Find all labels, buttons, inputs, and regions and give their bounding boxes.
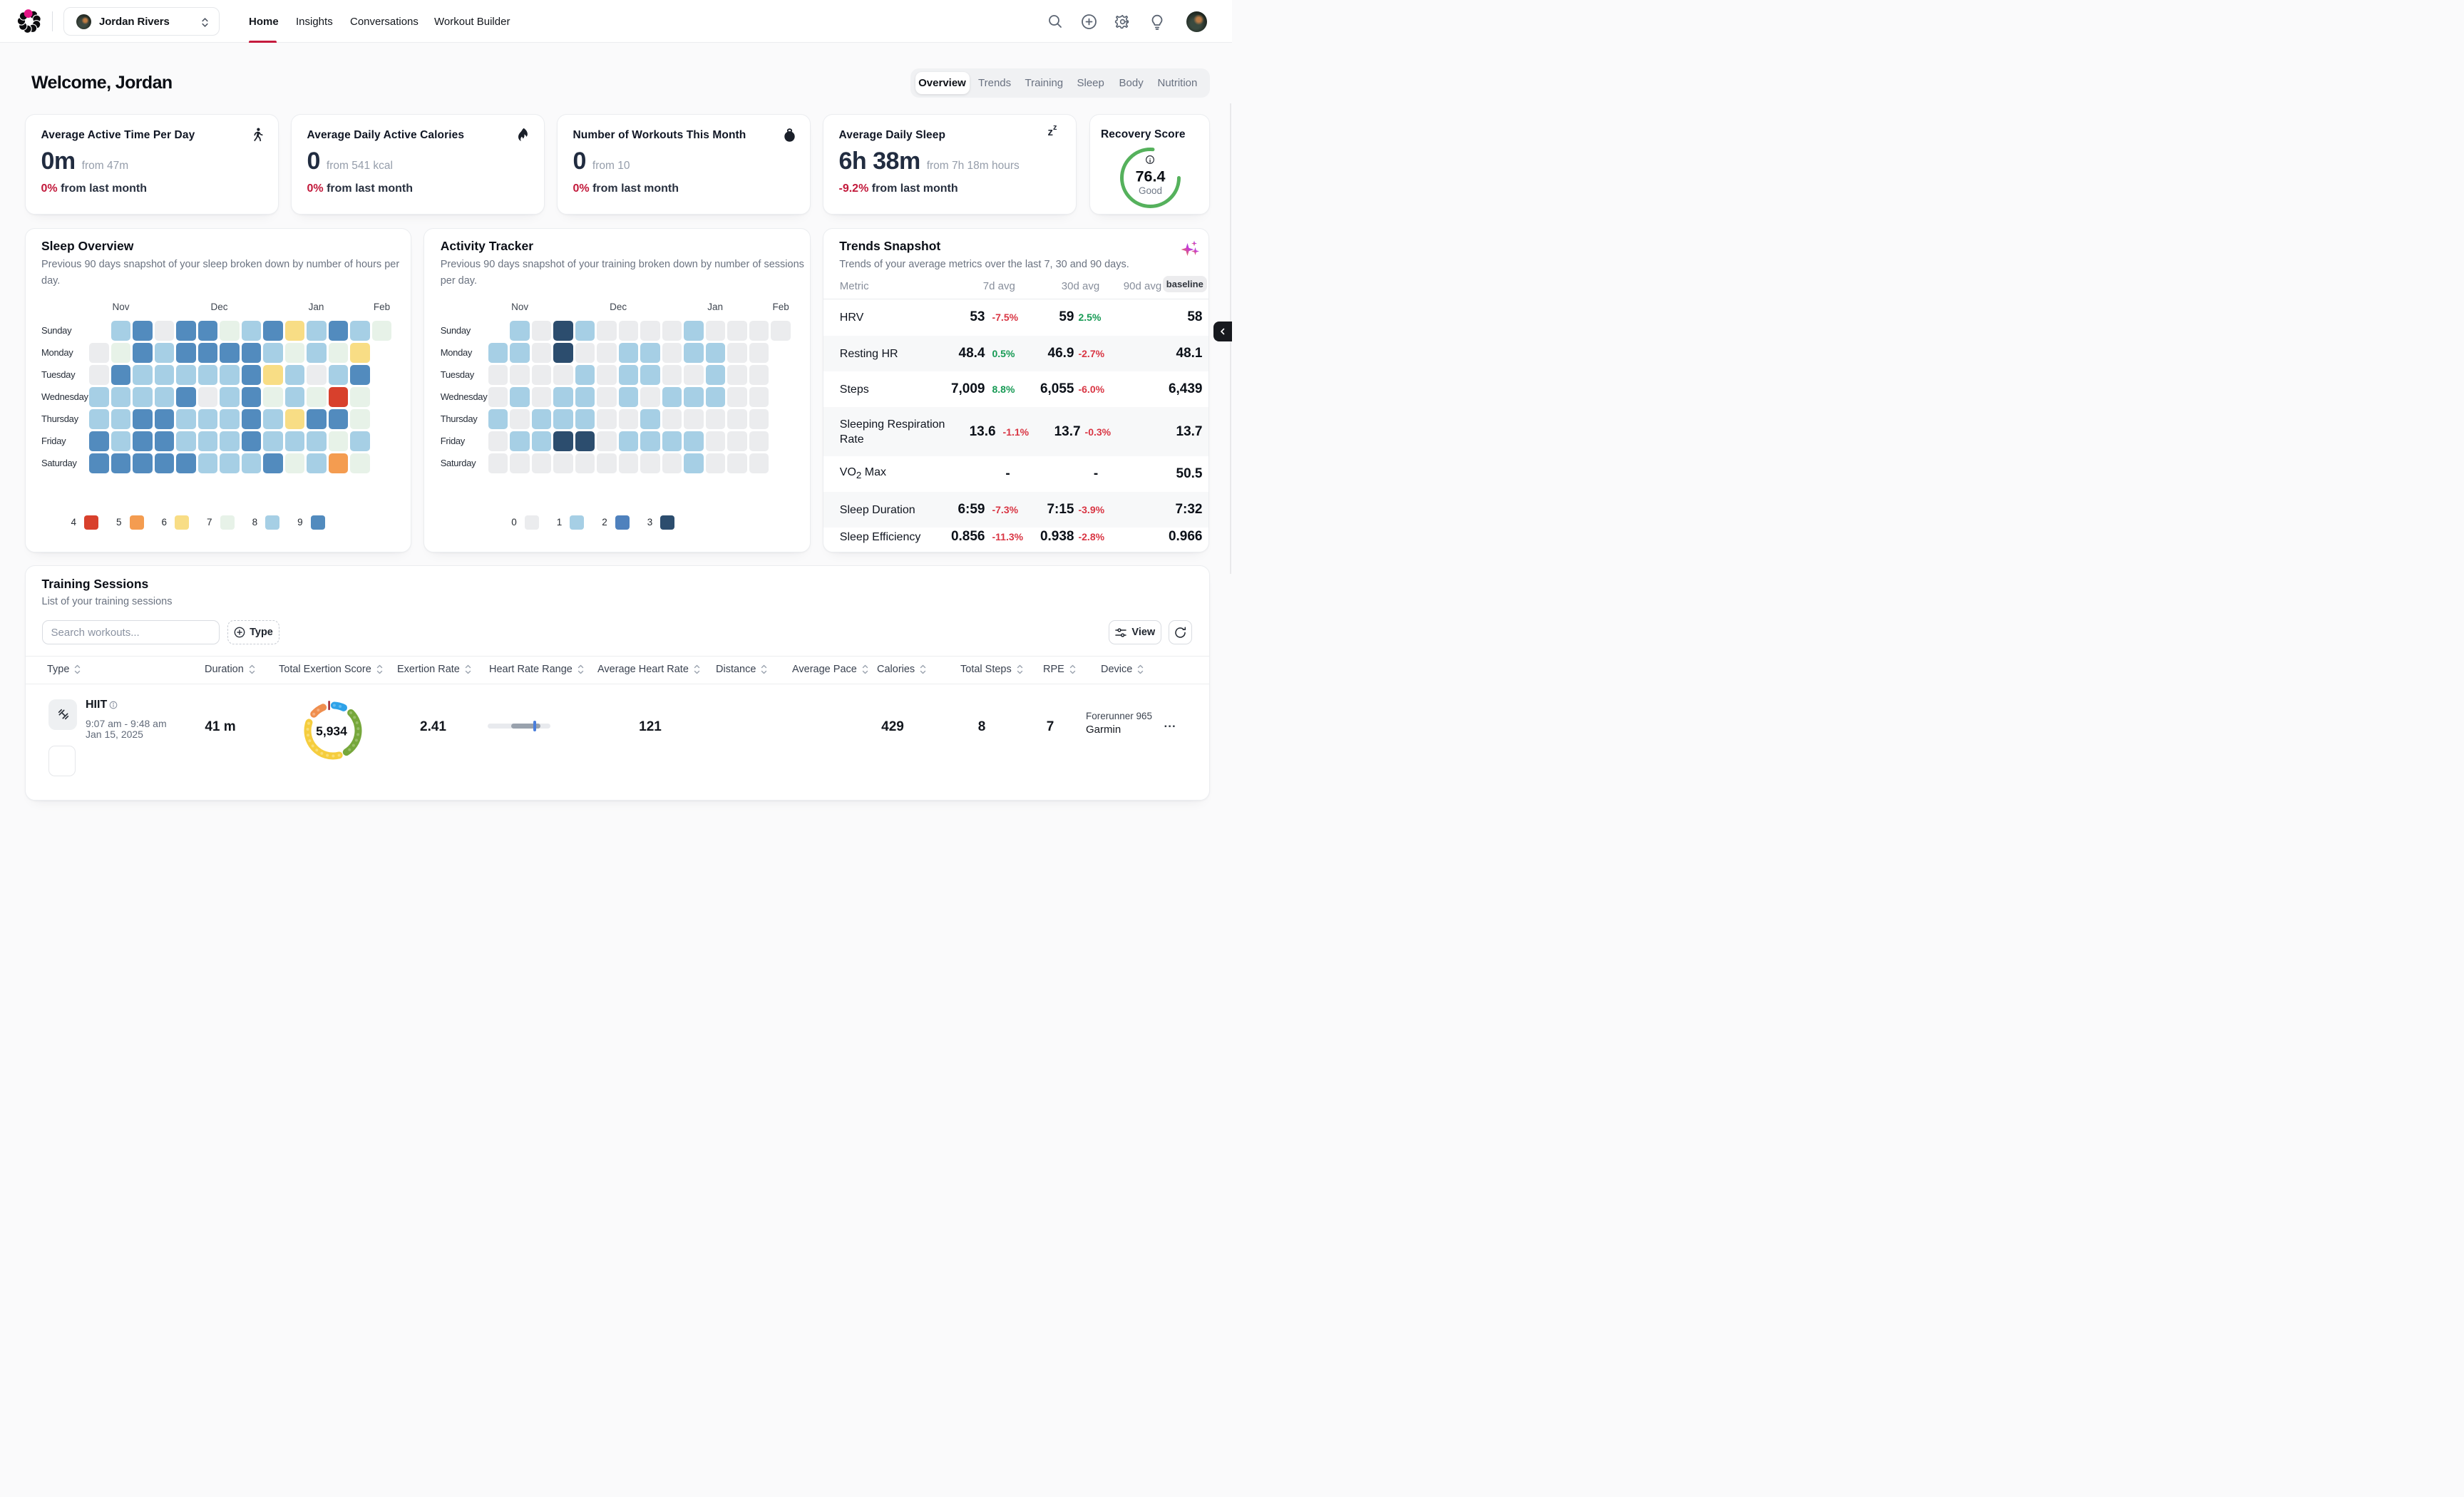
svg-text:Good: Good [1139,185,1162,196]
svg-text:76.4: 76.4 [1136,168,1166,185]
svg-text:i: i [1149,157,1151,164]
svg-text:5,934: 5,934 [316,724,347,739]
